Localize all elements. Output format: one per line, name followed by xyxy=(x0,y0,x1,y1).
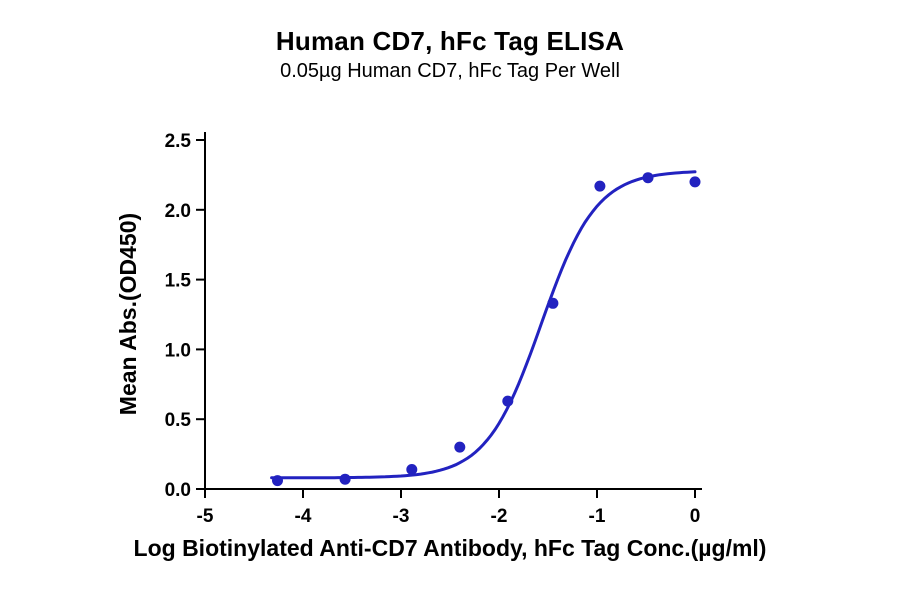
data-point xyxy=(339,473,351,485)
y-tick-label: 1.0 xyxy=(165,340,191,361)
data-point xyxy=(406,464,418,475)
curve-group xyxy=(270,170,697,480)
y-tick-label: 1.5 xyxy=(165,271,192,292)
chart-title: Human CD7, hFc Tag ELISA xyxy=(275,26,625,56)
data-point xyxy=(454,441,466,453)
x-tick-label: -1 xyxy=(589,506,606,527)
x-tick-label: -4 xyxy=(295,506,312,527)
axes-group: -5 -4 -3 -2 -1 0 0.0 0.5 1.0 1.5 2.0 2.5 xyxy=(165,131,702,527)
data-point xyxy=(689,176,701,188)
y-tick-label: 2.0 xyxy=(165,201,191,222)
y-tick-label: 0.0 xyxy=(165,480,191,501)
fit-curve xyxy=(270,170,697,480)
data-point xyxy=(594,180,606,192)
x-tick-label: 0 xyxy=(690,506,701,527)
y-axis-title: Mean Abs.(OD450) xyxy=(115,213,141,415)
x-axis-title: Log Biotinylated Anti-CD7 Antibody, hFc … xyxy=(134,535,767,561)
data-point xyxy=(272,475,283,487)
chart-subtitle: 0.05µg Human CD7, hFc Tag Per Well xyxy=(280,60,620,82)
data-point xyxy=(547,297,559,309)
y-tick-label: 2.5 xyxy=(165,131,192,152)
x-tick-label: -2 xyxy=(491,506,508,527)
data-point xyxy=(642,172,654,184)
data-point xyxy=(502,395,514,407)
y-tick-label: 0.5 xyxy=(165,410,192,431)
points-group xyxy=(272,172,701,487)
x-tick-label: -5 xyxy=(197,506,214,527)
chart-header: Human CD7, hFc Tag ELISA 0.05µg Human CD… xyxy=(0,26,900,83)
x-tick-label: -3 xyxy=(393,506,410,527)
